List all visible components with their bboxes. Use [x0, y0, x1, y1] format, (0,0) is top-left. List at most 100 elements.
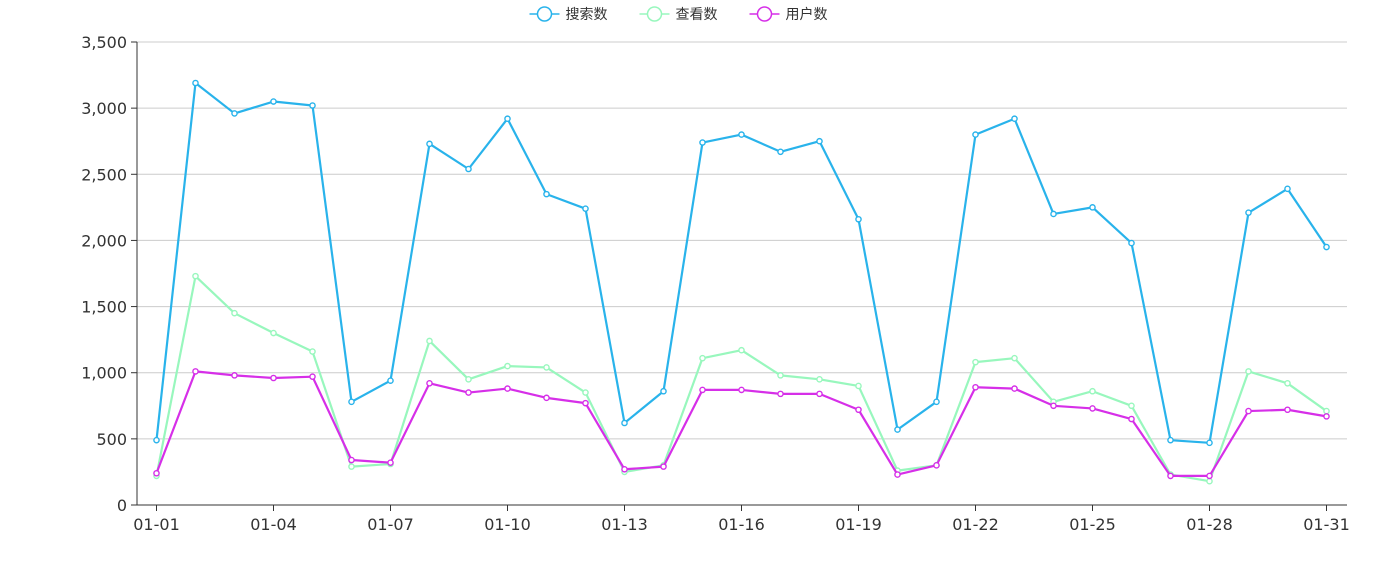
- x-tick-label: 01-10: [484, 515, 531, 534]
- data-point[interactable]: [1011, 354, 1018, 362]
- data-point[interactable]: [855, 382, 862, 390]
- data-point[interactable]: [1323, 243, 1330, 251]
- data-point[interactable]: [153, 469, 160, 477]
- data-point[interactable]: [1050, 210, 1057, 218]
- data-point[interactable]: [1284, 379, 1291, 387]
- legend-item[interactable]: 查看数: [639, 6, 718, 23]
- data-point[interactable]: [465, 376, 472, 383]
- x-tick-label: 01-01: [133, 515, 180, 534]
- x-tick-label: 01-13: [601, 515, 648, 534]
- data-point[interactable]: [504, 115, 511, 123]
- data-point[interactable]: [543, 190, 550, 198]
- data-point[interactable]: [309, 348, 316, 355]
- data-point[interactable]: [192, 368, 199, 375]
- data-point[interactable]: [1089, 405, 1096, 412]
- data-point[interactable]: [1323, 413, 1330, 420]
- legend[interactable]: 搜索数 查看数 用户数: [529, 6, 828, 23]
- data-point[interactable]: [816, 376, 823, 383]
- data-point[interactable]: [1245, 407, 1252, 415]
- data-point[interactable]: [1167, 436, 1174, 444]
- data-point[interactable]: [153, 436, 160, 444]
- data-point[interactable]: [387, 377, 394, 384]
- data-point[interactable]: [777, 148, 784, 156]
- data-point[interactable]: [660, 463, 667, 470]
- data-point[interactable]: [1245, 368, 1252, 375]
- data-point[interactable]: [1128, 402, 1135, 410]
- data-point[interactable]: [348, 463, 355, 470]
- grid-lines: [137, 41, 1347, 440]
- data-point[interactable]: [231, 372, 238, 379]
- data-point[interactable]: [699, 386, 706, 394]
- data-point[interactable]: [426, 140, 433, 148]
- data-point[interactable]: [1128, 239, 1135, 247]
- data-point[interactable]: [1323, 407, 1330, 415]
- data-point[interactable]: [738, 386, 745, 394]
- data-point[interactable]: [582, 399, 589, 407]
- data-point[interactable]: [1089, 204, 1096, 211]
- x-tick-label: 01-28: [1186, 515, 1233, 534]
- data-point[interactable]: [348, 456, 355, 464]
- x-tick-label: 01-16: [718, 515, 765, 534]
- data-point[interactable]: [426, 379, 433, 387]
- data-point[interactable]: [582, 389, 589, 396]
- data-point[interactable]: [972, 383, 979, 391]
- data-point[interactable]: [972, 131, 979, 138]
- data-point[interactable]: [894, 426, 901, 433]
- data-point[interactable]: [504, 362, 511, 370]
- data-point[interactable]: [270, 98, 277, 105]
- data-point[interactable]: [621, 465, 628, 473]
- data-point[interactable]: [231, 309, 238, 317]
- data-point[interactable]: [192, 272, 199, 280]
- data-point[interactable]: [1050, 402, 1057, 410]
- data-point[interactable]: [1011, 115, 1018, 123]
- y-tick-label: 1,000: [81, 364, 127, 383]
- data-point[interactable]: [1284, 185, 1291, 193]
- data-point[interactable]: [972, 358, 979, 366]
- legend-item[interactable]: 用户数: [749, 6, 828, 23]
- data-point[interactable]: [231, 110, 238, 117]
- data-point[interactable]: [1167, 472, 1174, 480]
- data-point[interactable]: [777, 372, 784, 379]
- legend-circle-icon: [646, 6, 663, 22]
- data-point[interactable]: [621, 419, 628, 427]
- data-point[interactable]: [660, 387, 667, 395]
- data-point[interactable]: [933, 398, 940, 406]
- data-point[interactable]: [1206, 477, 1213, 485]
- data-point[interactable]: [309, 373, 316, 380]
- data-point[interactable]: [1011, 385, 1018, 392]
- data-point[interactable]: [426, 337, 433, 345]
- data-point[interactable]: [1245, 209, 1252, 216]
- y-tick-label: 3,000: [81, 99, 127, 118]
- data-point[interactable]: [309, 102, 316, 109]
- data-point[interactable]: [1284, 406, 1291, 414]
- data-point[interactable]: [777, 390, 784, 398]
- data-point[interactable]: [465, 165, 472, 173]
- legend-label: 查看数: [676, 7, 718, 23]
- legend-item[interactable]: 搜索数: [529, 6, 608, 23]
- data-point[interactable]: [543, 364, 550, 371]
- data-point[interactable]: [855, 406, 862, 414]
- data-point[interactable]: [894, 471, 901, 478]
- data-point[interactable]: [1128, 415, 1135, 423]
- legend-circle-icon: [536, 6, 553, 22]
- data-point[interactable]: [192, 79, 199, 87]
- data-point[interactable]: [270, 374, 277, 382]
- data-point[interactable]: [1089, 387, 1096, 395]
- data-point[interactable]: [504, 385, 511, 392]
- data-point[interactable]: [465, 389, 472, 396]
- data-point[interactable]: [1206, 472, 1213, 480]
- data-point[interactable]: [816, 137, 823, 145]
- data-point[interactable]: [348, 398, 355, 406]
- data-point[interactable]: [387, 459, 394, 466]
- data-point[interactable]: [582, 205, 589, 212]
- data-point[interactable]: [855, 215, 862, 223]
- data-point[interactable]: [738, 131, 745, 138]
- data-point[interactable]: [699, 139, 706, 146]
- data-point[interactable]: [543, 394, 550, 402]
- data-point[interactable]: [699, 354, 706, 362]
- data-point[interactable]: [816, 390, 823, 398]
- data-point[interactable]: [933, 462, 940, 469]
- data-point[interactable]: [1206, 439, 1213, 447]
- data-point[interactable]: [270, 329, 277, 337]
- data-point[interactable]: [738, 346, 745, 354]
